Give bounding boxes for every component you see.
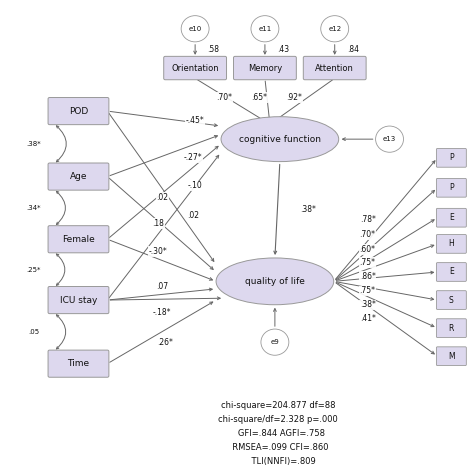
Text: .38*: .38* — [300, 205, 316, 214]
Text: P: P — [449, 154, 454, 163]
Text: .86*: .86* — [360, 272, 375, 281]
Text: .65*: .65* — [251, 93, 267, 102]
FancyBboxPatch shape — [48, 286, 109, 314]
Text: .02: .02 — [156, 192, 168, 201]
Text: Time: Time — [67, 359, 90, 368]
Text: S: S — [449, 296, 454, 305]
Text: .07: .07 — [156, 282, 168, 291]
Text: ICU stay: ICU stay — [60, 296, 97, 305]
FancyBboxPatch shape — [234, 56, 296, 80]
Text: Age: Age — [70, 172, 87, 181]
Text: .75*: .75* — [360, 286, 375, 295]
FancyBboxPatch shape — [303, 56, 366, 80]
Text: .26*: .26* — [157, 337, 173, 346]
Text: -.27*: -.27* — [184, 154, 202, 163]
Text: R: R — [449, 324, 454, 333]
Text: .25*: .25* — [27, 267, 41, 273]
Text: e12: e12 — [328, 26, 341, 32]
Text: Orientation: Orientation — [171, 64, 219, 73]
Text: e13: e13 — [383, 136, 396, 142]
FancyBboxPatch shape — [48, 98, 109, 125]
Text: .02: .02 — [187, 211, 199, 220]
Ellipse shape — [181, 16, 209, 42]
Text: E: E — [449, 213, 454, 222]
Ellipse shape — [216, 258, 334, 305]
FancyBboxPatch shape — [437, 209, 466, 227]
Text: .70*: .70* — [217, 93, 233, 102]
FancyBboxPatch shape — [437, 178, 466, 197]
Text: e10: e10 — [189, 26, 202, 32]
Text: e11: e11 — [258, 26, 272, 32]
Text: .05: .05 — [28, 329, 39, 335]
FancyBboxPatch shape — [164, 56, 227, 80]
Text: E: E — [449, 267, 454, 276]
Text: M: M — [448, 352, 455, 361]
Text: Female: Female — [62, 235, 95, 244]
FancyBboxPatch shape — [437, 347, 466, 365]
Text: Attention: Attention — [315, 64, 354, 73]
FancyBboxPatch shape — [48, 226, 109, 253]
Ellipse shape — [375, 126, 403, 152]
Text: .38*: .38* — [360, 300, 375, 309]
Text: .43: .43 — [277, 46, 289, 55]
Text: -.18*: -.18* — [153, 308, 172, 317]
Text: .41*: .41* — [360, 314, 375, 323]
Text: cognitive function: cognitive function — [239, 135, 321, 144]
Text: .75*: .75* — [360, 258, 375, 267]
Text: .60*: .60* — [360, 245, 375, 254]
Ellipse shape — [321, 16, 349, 42]
Text: .58: .58 — [207, 46, 219, 55]
Text: .38*: .38* — [26, 141, 41, 147]
Ellipse shape — [221, 117, 339, 162]
FancyBboxPatch shape — [48, 350, 109, 377]
Text: e9: e9 — [271, 339, 279, 345]
Text: .18: .18 — [152, 219, 164, 228]
Text: chi-square=204.877 df=88
chi-square/df=2.328 p=.000
   GFI=.844 AGFI=.758
  RMSE: chi-square=204.877 df=88 chi-square/df=2… — [218, 401, 338, 465]
Text: H: H — [448, 239, 454, 248]
Text: quality of life: quality of life — [245, 277, 305, 286]
Text: .84: .84 — [346, 46, 359, 55]
Text: POD: POD — [69, 107, 88, 116]
Text: .92*: .92* — [286, 93, 302, 102]
Text: .34*: .34* — [27, 205, 41, 211]
FancyBboxPatch shape — [437, 291, 466, 310]
Text: P: P — [449, 183, 454, 192]
Text: Memory: Memory — [248, 64, 282, 73]
Text: .70*: .70* — [360, 230, 375, 239]
Text: -.30*: -.30* — [149, 247, 168, 256]
FancyBboxPatch shape — [437, 235, 466, 253]
Ellipse shape — [251, 16, 279, 42]
Text: .78*: .78* — [360, 215, 375, 224]
FancyBboxPatch shape — [48, 163, 109, 190]
FancyBboxPatch shape — [437, 263, 466, 282]
FancyBboxPatch shape — [437, 148, 466, 167]
FancyBboxPatch shape — [437, 319, 466, 337]
Text: -.10: -.10 — [188, 182, 202, 191]
Ellipse shape — [261, 329, 289, 355]
Text: -.45*: -.45* — [186, 116, 204, 125]
